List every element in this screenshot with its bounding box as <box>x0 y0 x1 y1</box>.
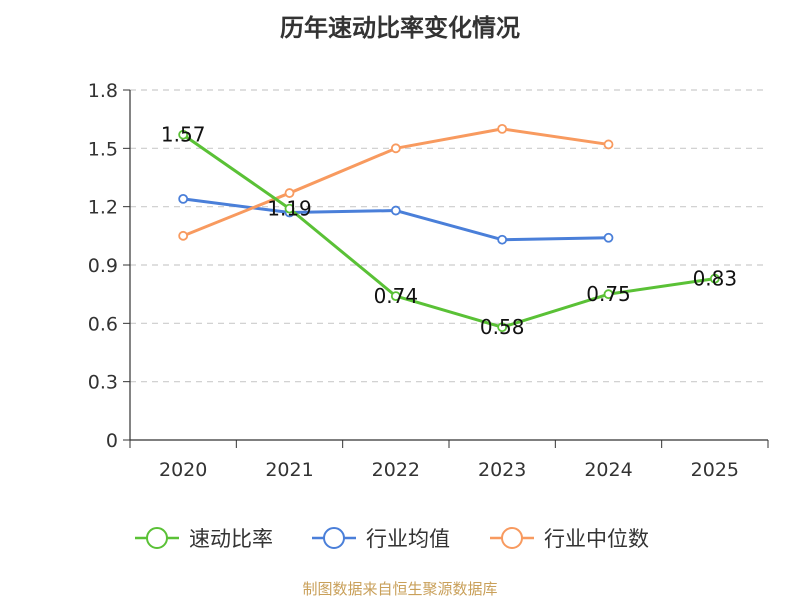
data-point <box>497 322 508 333</box>
x-tick-label: 2020 <box>159 459 207 481</box>
data-point <box>497 234 508 245</box>
data-label: 1.19 <box>267 197 312 221</box>
chart-title: 历年速动比率变化情况 <box>280 14 520 42</box>
legend-marker-industry-mean <box>312 527 356 549</box>
series-lines <box>178 123 720 333</box>
series-line <box>182 197 609 242</box>
legend-item-industry-mean[interactable]: 行业均值 <box>310 522 450 554</box>
data-point <box>390 143 401 154</box>
x-tick-label: 2022 <box>372 459 420 481</box>
data-point <box>603 232 614 243</box>
legend-item-quick-ratio[interactable]: 速动比率 <box>133 522 273 554</box>
y-tick-label: 1.8 <box>88 80 118 102</box>
x-tick-label: 2025 <box>691 459 739 481</box>
data-point <box>603 289 614 300</box>
data-label: 0.75 <box>586 282 631 306</box>
legend-label: 行业中位数 <box>544 527 649 551</box>
data-point <box>603 139 614 150</box>
y-tick-label: 0.9 <box>88 255 118 277</box>
y-tick-label: 1.2 <box>88 197 118 219</box>
y-tick-label: 0.3 <box>88 372 118 394</box>
data-point <box>178 193 189 204</box>
data-point <box>390 291 401 302</box>
data-point <box>284 203 295 214</box>
data-label: 0.58 <box>480 315 525 339</box>
axes: 0 0.3 0.6 0.9 1.2 1.5 1.8 2020 2021 2022 2023 2024 2… <box>88 80 769 481</box>
data-point <box>390 205 401 216</box>
data-point <box>284 188 295 198</box>
legend-item-industry-median[interactable]: 行业中位数 <box>488 522 649 554</box>
data-point <box>497 123 508 134</box>
legend: 速动比率 行业均值 行业中位数 <box>0 522 800 554</box>
x-tick-label: 2023 <box>478 459 526 481</box>
data-labels: 1.57 1.19 0.74 0.58 0.75 0.83 <box>161 123 737 340</box>
y-tick-label: 1.5 <box>88 138 118 160</box>
data-label: 1.57 <box>161 123 206 147</box>
data-point <box>178 230 189 241</box>
data-label: 0.83 <box>693 267 738 291</box>
data-point <box>709 273 720 284</box>
x-tick-label: 2024 <box>584 459 632 481</box>
y-tick-label: 0 <box>106 430 118 452</box>
legend-marker-quick-ratio <box>135 527 179 549</box>
source-note: 制图数据来自恒生聚源数据库 <box>302 580 498 598</box>
series-line <box>182 133 716 329</box>
legend-marker-industry-median <box>490 527 534 549</box>
grid-lines <box>130 89 768 383</box>
y-tick-label: 0.6 <box>88 313 118 335</box>
legend-label: 速动比率 <box>189 527 273 551</box>
data-label: 0.74 <box>374 284 419 308</box>
legend-label: 行业均值 <box>366 527 450 551</box>
data-point <box>178 129 189 140</box>
x-tick-label: 2021 <box>265 459 313 481</box>
